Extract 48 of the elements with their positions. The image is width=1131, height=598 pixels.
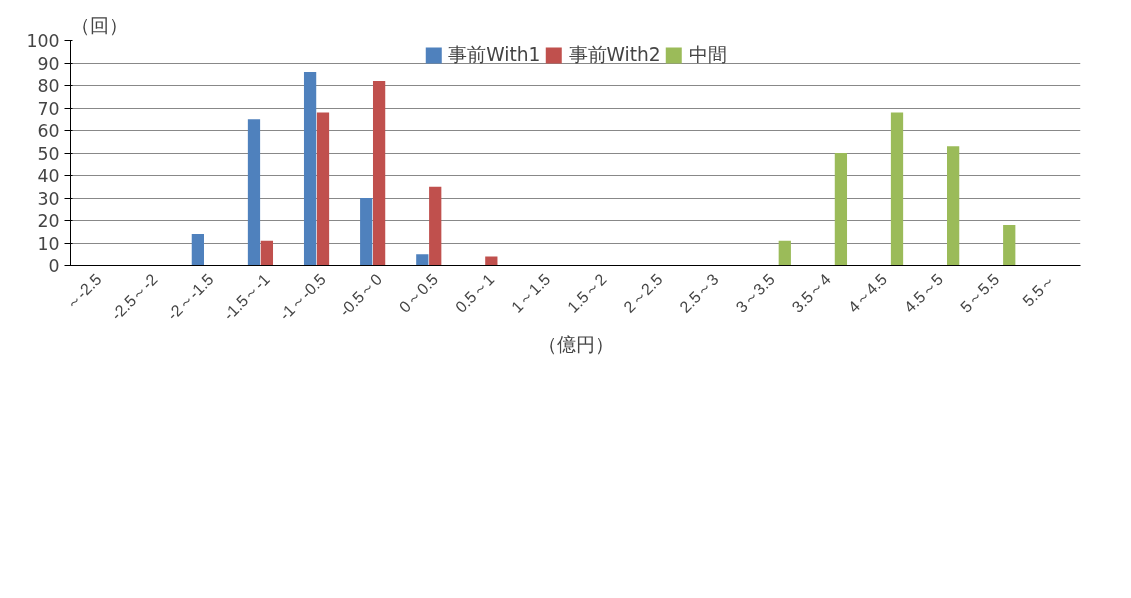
bar (260, 240, 274, 266)
x-tick-label: 1.5～2 (564, 270, 610, 316)
x-tick-label: 4～4.5 (844, 270, 891, 316)
x-tick-label: 5～5.5 (956, 270, 1003, 316)
bar (303, 72, 317, 266)
bar (316, 112, 330, 266)
x-tick-label: 5.5～ (1019, 270, 1059, 310)
y-tick-label: 0 (48, 256, 60, 276)
x-tick-label: 4.5～5 (900, 270, 947, 316)
bar (247, 119, 261, 266)
x-tick-label: 1～1.5 (508, 270, 554, 316)
y-tick-label: 100 (26, 31, 60, 51)
bar (372, 81, 386, 266)
bar (1003, 225, 1016, 266)
x-tick-label: 3～3.5 (732, 270, 778, 316)
x-tick-label: 0.5～1 (451, 270, 498, 316)
bar (947, 146, 960, 266)
x-tick-label: 3.5～4 (788, 270, 835, 316)
bar (890, 112, 904, 266)
y-tick-label: 20 (37, 211, 60, 231)
x-tick-label: ～-2.5 (61, 270, 105, 314)
bar (416, 254, 429, 266)
bar (191, 234, 204, 266)
x-tick-label: 2～2.5 (620, 270, 666, 316)
y-axis-title: （回） (70, 14, 128, 36)
x-tick-label: -0.5～0 (336, 270, 386, 320)
y-tick-label: 10 (37, 233, 60, 254)
legend-label: 事前With1 (448, 43, 541, 67)
y-tick-label: 90 (37, 53, 60, 74)
bar (834, 153, 848, 266)
x-axis-title: （億円） (537, 334, 614, 356)
y-tick-label: 40 (37, 166, 60, 186)
x-tick-label: -2～-1.5 (163, 270, 217, 324)
y-tick-label: 50 (37, 143, 60, 164)
x-tick-label: -1～-0.5 (276, 270, 330, 324)
x-tick-label: -2.5～-2 (107, 270, 161, 324)
y-tick-label: 70 (37, 98, 60, 119)
x-tick-label: -1.5～-1 (220, 270, 273, 324)
legend-label: 中間 (688, 43, 727, 67)
x-tick-label: 2.5～3 (676, 270, 722, 316)
bar (429, 186, 442, 266)
y-tick-label: 30 (37, 188, 60, 209)
y-tick-label: 60 (37, 121, 60, 141)
bar (778, 240, 791, 266)
y-tick-label: 80 (37, 76, 60, 96)
bar (360, 198, 373, 266)
legend-label: 事前With2 (568, 43, 661, 67)
x-tick-label: 0～0.5 (395, 270, 442, 316)
